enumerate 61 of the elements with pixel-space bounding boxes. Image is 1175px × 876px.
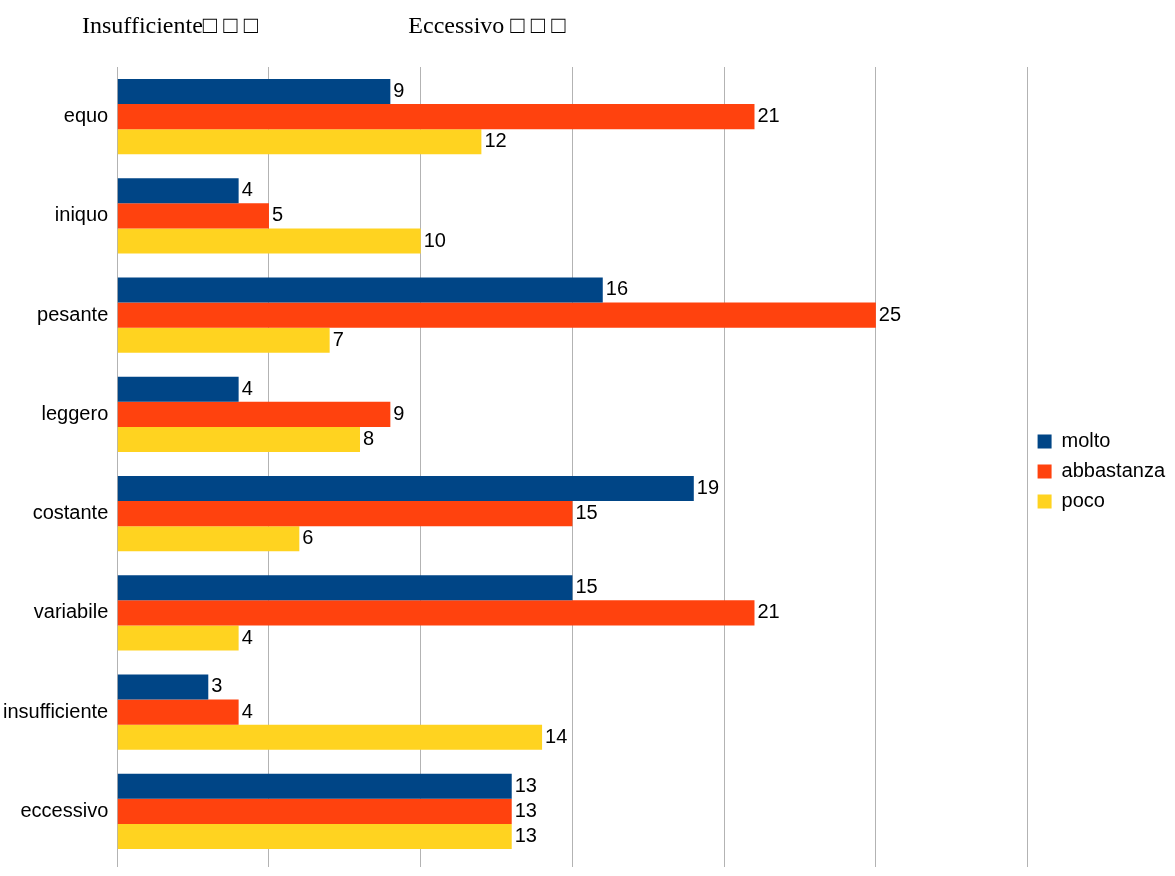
data-label: 9	[393, 79, 405, 101]
data-label: 4	[241, 178, 253, 201]
legend-label: poco	[1061, 489, 1105, 512]
bar	[117, 699, 239, 725]
data-label: 15	[575, 501, 598, 524]
data-label: 14	[545, 724, 568, 747]
bar	[117, 203, 269, 229]
data-label: 5	[271, 203, 284, 226]
data-label: 4	[241, 699, 253, 722]
bar	[117, 129, 482, 155]
bar	[117, 674, 209, 700]
data-label: 13	[514, 773, 537, 796]
bar	[117, 501, 573, 527]
data-label: 7	[332, 327, 344, 350]
bar	[117, 104, 755, 130]
text: Eccessivo □ □ □	[408, 12, 566, 39]
data-label: 13	[514, 798, 537, 821]
bar	[117, 178, 239, 204]
bar	[117, 575, 573, 601]
bar	[117, 277, 603, 303]
bar	[117, 798, 512, 824]
y-tick-label: variabile	[33, 600, 109, 623]
bar	[117, 724, 543, 750]
bar	[117, 526, 300, 552]
data-label: 8	[363, 427, 375, 450]
data-label: 4	[241, 625, 253, 648]
y-tick-label: equo	[63, 104, 109, 127]
legend-label: abbastanza	[1061, 459, 1166, 482]
data-label: 3	[211, 674, 223, 697]
data-label: 21	[757, 600, 780, 623]
y-tick-label: pesante	[37, 302, 109, 325]
bar	[117, 302, 876, 328]
data-label: 21	[757, 104, 780, 127]
bar	[117, 823, 512, 850]
bar	[117, 426, 361, 453]
y-tick-label: insufficiente	[2, 699, 109, 722]
bar	[117, 475, 694, 502]
data-label: 4	[241, 376, 253, 399]
bar	[117, 327, 330, 353]
data-label: 13	[514, 824, 537, 847]
data-label: 15	[575, 575, 598, 598]
y-tick-label: eccessivo	[20, 798, 109, 821]
bar	[117, 625, 239, 651]
y-tick-label: leggero	[41, 401, 109, 424]
bar	[117, 376, 239, 402]
y-tick-label: costante	[32, 501, 109, 524]
bar	[117, 401, 391, 427]
bar	[117, 228, 421, 254]
text: Insufficiente□ □ □	[82, 12, 259, 39]
legend-label: molto	[1061, 429, 1111, 452]
data-label: 10	[423, 228, 446, 251]
data-label: 16	[605, 277, 629, 300]
data-label: 25	[878, 302, 902, 325]
bar	[117, 78, 391, 105]
data-label: 9	[393, 401, 405, 424]
data-label: 12	[484, 129, 507, 152]
y-tick-label: iniquo	[54, 203, 109, 226]
data-label: 19	[696, 476, 720, 498]
bar	[117, 600, 755, 626]
data-label: 6	[302, 526, 314, 549]
bar	[117, 773, 512, 799]
